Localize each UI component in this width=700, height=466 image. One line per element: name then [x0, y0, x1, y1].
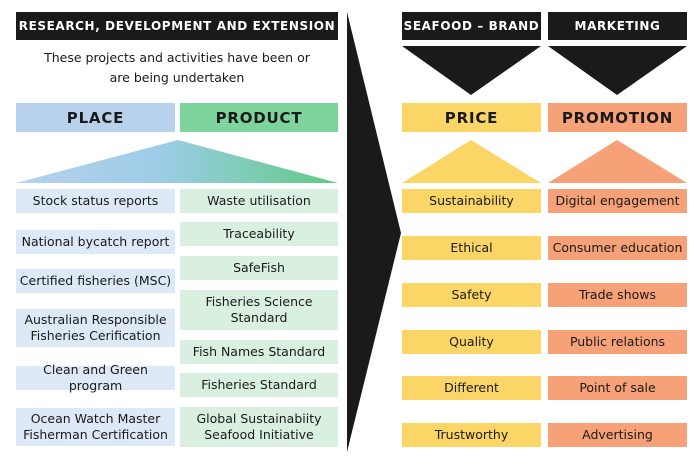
place-item: National bycatch report	[16, 230, 175, 254]
promotion-item: Public relations	[548, 330, 687, 354]
promotion-item: Consumer education	[548, 236, 687, 260]
place-item: Ocean Watch Master Fisherman Certificati…	[16, 408, 175, 446]
marketing-down-triangle	[548, 46, 687, 95]
promotion-up-triangle	[548, 140, 687, 183]
marketing-banner: MARKETING	[548, 12, 687, 40]
place-item: Clean and Green program	[16, 362, 175, 393]
product-header: PRODUCT	[180, 103, 338, 132]
place-product-up-triangle	[16, 140, 338, 183]
research-development-extension-banner: RESEARCH, DEVELOPMENT AND EXTENSION	[16, 12, 338, 40]
price-item: Ethical	[402, 236, 541, 260]
product-item: Fisheries Science Standard	[180, 290, 338, 330]
promotion-item: Advertising	[548, 423, 687, 447]
place-header: PLACE	[16, 103, 175, 132]
product-item: Fisheries Standard	[180, 373, 338, 397]
price-item: Safety	[402, 283, 541, 307]
price-up-triangle	[402, 140, 541, 183]
big-arrow-shape	[347, 12, 401, 452]
price-item: Different	[402, 376, 541, 400]
product-item: Waste utilisation	[180, 189, 338, 213]
promotion-item: Point of sale	[548, 376, 687, 400]
promotion-item: Trade shows	[548, 283, 687, 307]
promotion-header: PROMOTION	[548, 103, 687, 132]
product-item: Fish Names Standard	[180, 340, 338, 364]
price-item: Sustainability	[402, 189, 541, 213]
promotion-item: Digital engagement	[548, 189, 687, 213]
intro-text: These projects and activities have been …	[44, 50, 310, 85]
product-item: SafeFish	[180, 256, 338, 280]
price-item: Quality	[402, 330, 541, 354]
price-header: PRICE	[402, 103, 541, 132]
seafood-brand-banner: SEAFOOD – BRAND	[402, 12, 541, 40]
product-item: Global Sustainabiity Seafood Initiative	[180, 407, 338, 447]
seafood-brand-down-triangle	[402, 46, 541, 95]
price-item: Trustworthy	[402, 423, 541, 447]
place-item: Certified fisheries (MSC)	[16, 269, 175, 293]
place-item: Australian Responsible Fisheries Cerific…	[16, 309, 175, 347]
product-item: Traceability	[180, 222, 338, 246]
place-item: Stock status reports	[16, 189, 175, 213]
